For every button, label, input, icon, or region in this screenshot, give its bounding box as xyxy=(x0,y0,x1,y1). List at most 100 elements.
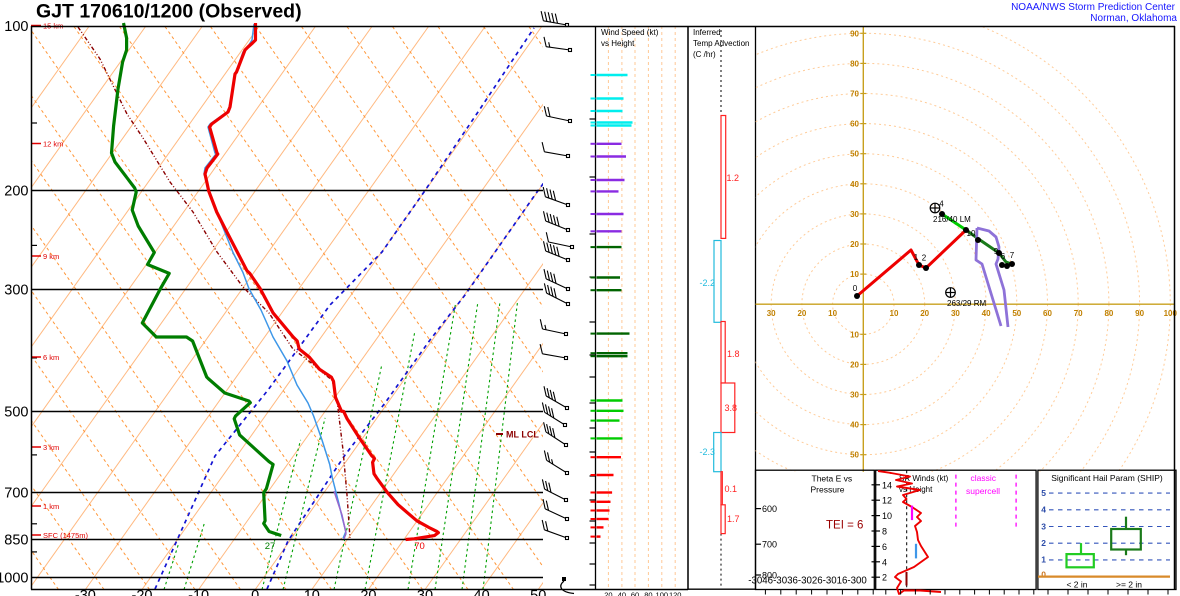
svg-text:6: 6 xyxy=(882,542,887,552)
svg-text:6 km: 6 km xyxy=(43,353,59,362)
svg-text:GJT 170610/1200 (Observed): GJT 170610/1200 (Observed) xyxy=(36,1,302,23)
svg-text:120: 120 xyxy=(669,591,682,596)
svg-text:2: 2 xyxy=(882,573,887,583)
svg-text:SR Winds (kt): SR Winds (kt) xyxy=(899,474,949,483)
svg-text:Significant Hail Param (SHIP): Significant Hail Param (SHIP) xyxy=(1051,473,1163,483)
svg-text:30: 30 xyxy=(850,210,859,219)
svg-text:10: 10 xyxy=(967,229,976,238)
svg-text:30: 30 xyxy=(951,309,960,318)
svg-text:20: 20 xyxy=(850,360,859,369)
svg-text:850: 850 xyxy=(4,533,28,549)
svg-text:1: 1 xyxy=(1041,555,1046,565)
svg-text:20: 20 xyxy=(360,588,376,596)
svg-text:10: 10 xyxy=(304,588,320,596)
svg-text:100: 100 xyxy=(4,19,28,35)
svg-text:70: 70 xyxy=(1074,309,1083,318)
svg-text:1000: 1000 xyxy=(0,571,29,587)
svg-text:300: 300 xyxy=(4,283,28,299)
svg-text:ML LCL: ML LCL xyxy=(506,430,539,440)
svg-text:5: 5 xyxy=(1041,488,1046,498)
svg-text:100: 100 xyxy=(1164,309,1178,318)
svg-text:700: 700 xyxy=(4,486,28,502)
svg-text:4: 4 xyxy=(882,557,887,567)
svg-text:4: 4 xyxy=(939,200,944,209)
svg-text:>= 2 in: >= 2 in xyxy=(1116,580,1142,590)
svg-text:SFC (1475m): SFC (1475m) xyxy=(43,531,89,540)
svg-text:700: 700 xyxy=(762,540,777,550)
svg-text:80: 80 xyxy=(850,59,859,68)
svg-text:NOAA/NWS Storm Prediction Cent: NOAA/NWS Storm Prediction Center xyxy=(1011,2,1176,13)
svg-text:0: 0 xyxy=(1041,570,1046,580)
svg-text:10: 10 xyxy=(850,330,859,339)
svg-text:Theta E vs: Theta E vs xyxy=(812,473,853,483)
svg-text:1.8: 1.8 xyxy=(727,349,740,359)
svg-text:40: 40 xyxy=(850,421,859,430)
svg-text:20: 20 xyxy=(920,309,929,318)
svg-text:600: 600 xyxy=(762,504,777,514)
svg-text:12 km: 12 km xyxy=(43,140,63,149)
svg-text:50: 50 xyxy=(530,588,546,596)
svg-text:500: 500 xyxy=(4,405,28,421)
svg-text:Pressure: Pressure xyxy=(811,484,845,494)
svg-text:-10: -10 xyxy=(188,588,209,596)
svg-text:1: 1 xyxy=(914,253,919,262)
svg-text:40: 40 xyxy=(850,180,859,189)
svg-text:100: 100 xyxy=(656,591,669,596)
svg-text:60: 60 xyxy=(631,591,639,596)
svg-text:3 km: 3 km xyxy=(43,443,59,452)
svg-text:Inferred: Inferred xyxy=(693,28,721,37)
svg-text:27: 27 xyxy=(265,541,276,552)
svg-text:0.1: 0.1 xyxy=(725,484,738,494)
svg-text:1.7: 1.7 xyxy=(727,514,740,524)
svg-text:supercell: supercell xyxy=(966,486,1000,496)
svg-text:50: 50 xyxy=(850,150,859,159)
svg-text:20: 20 xyxy=(797,309,806,318)
svg-text:10: 10 xyxy=(850,270,859,279)
svg-text:80: 80 xyxy=(644,591,652,596)
svg-text:-3046-3036-3026-3016-300: -3046-3036-3026-3016-300 xyxy=(748,575,867,586)
svg-text:vs Height: vs Height xyxy=(601,39,635,48)
svg-text:216/40 LM: 216/40 LM xyxy=(933,215,971,224)
svg-text:30: 30 xyxy=(850,391,859,400)
svg-text:-2.3: -2.3 xyxy=(700,447,716,457)
svg-text:2: 2 xyxy=(922,254,927,263)
svg-text:70: 70 xyxy=(850,90,859,99)
svg-text:200: 200 xyxy=(4,184,28,200)
svg-text:3: 3 xyxy=(1041,521,1046,531)
svg-text:70: 70 xyxy=(414,541,425,552)
svg-text:10: 10 xyxy=(882,511,892,521)
svg-text:4: 4 xyxy=(1041,505,1046,515)
svg-text:(C /hr): (C /hr) xyxy=(693,50,716,59)
svg-text:10: 10 xyxy=(828,309,837,318)
svg-text:60: 60 xyxy=(850,120,859,129)
svg-text:-20: -20 xyxy=(132,588,153,596)
svg-text:20: 20 xyxy=(604,591,612,596)
svg-text:40: 40 xyxy=(982,309,991,318)
svg-text:-2.2: -2.2 xyxy=(700,278,716,288)
svg-text:50: 50 xyxy=(850,451,859,460)
svg-text:3.8: 3.8 xyxy=(725,403,738,413)
svg-text:12: 12 xyxy=(882,496,892,506)
svg-text:9: 9 xyxy=(994,247,999,256)
svg-text:Norman, Oklahoma: Norman, Oklahoma xyxy=(1090,13,1177,24)
svg-text:20: 20 xyxy=(850,240,859,249)
svg-text:90: 90 xyxy=(850,29,859,38)
svg-text:classic: classic xyxy=(971,473,997,483)
svg-text:30: 30 xyxy=(417,588,433,596)
svg-text:60: 60 xyxy=(1043,309,1052,318)
svg-text:40: 40 xyxy=(618,591,626,596)
svg-text:40: 40 xyxy=(474,588,490,596)
svg-text:50: 50 xyxy=(1012,309,1021,318)
svg-text:Wind Speed (kt): Wind Speed (kt) xyxy=(601,28,659,37)
svg-text:14: 14 xyxy=(882,480,892,490)
svg-text:1 km: 1 km xyxy=(43,502,59,511)
svg-text:2: 2 xyxy=(1041,538,1046,548)
svg-text:< 2 in: < 2 in xyxy=(1066,580,1087,590)
svg-text:800: 800 xyxy=(762,571,777,581)
svg-text:30: 30 xyxy=(767,309,776,318)
svg-text:TEI = 6: TEI = 6 xyxy=(826,520,863,532)
svg-text:Temp Advection: Temp Advection xyxy=(693,39,749,48)
svg-text:80: 80 xyxy=(1104,309,1113,318)
svg-text:9 km: 9 km xyxy=(43,252,59,261)
svg-text:8: 8 xyxy=(882,527,887,537)
